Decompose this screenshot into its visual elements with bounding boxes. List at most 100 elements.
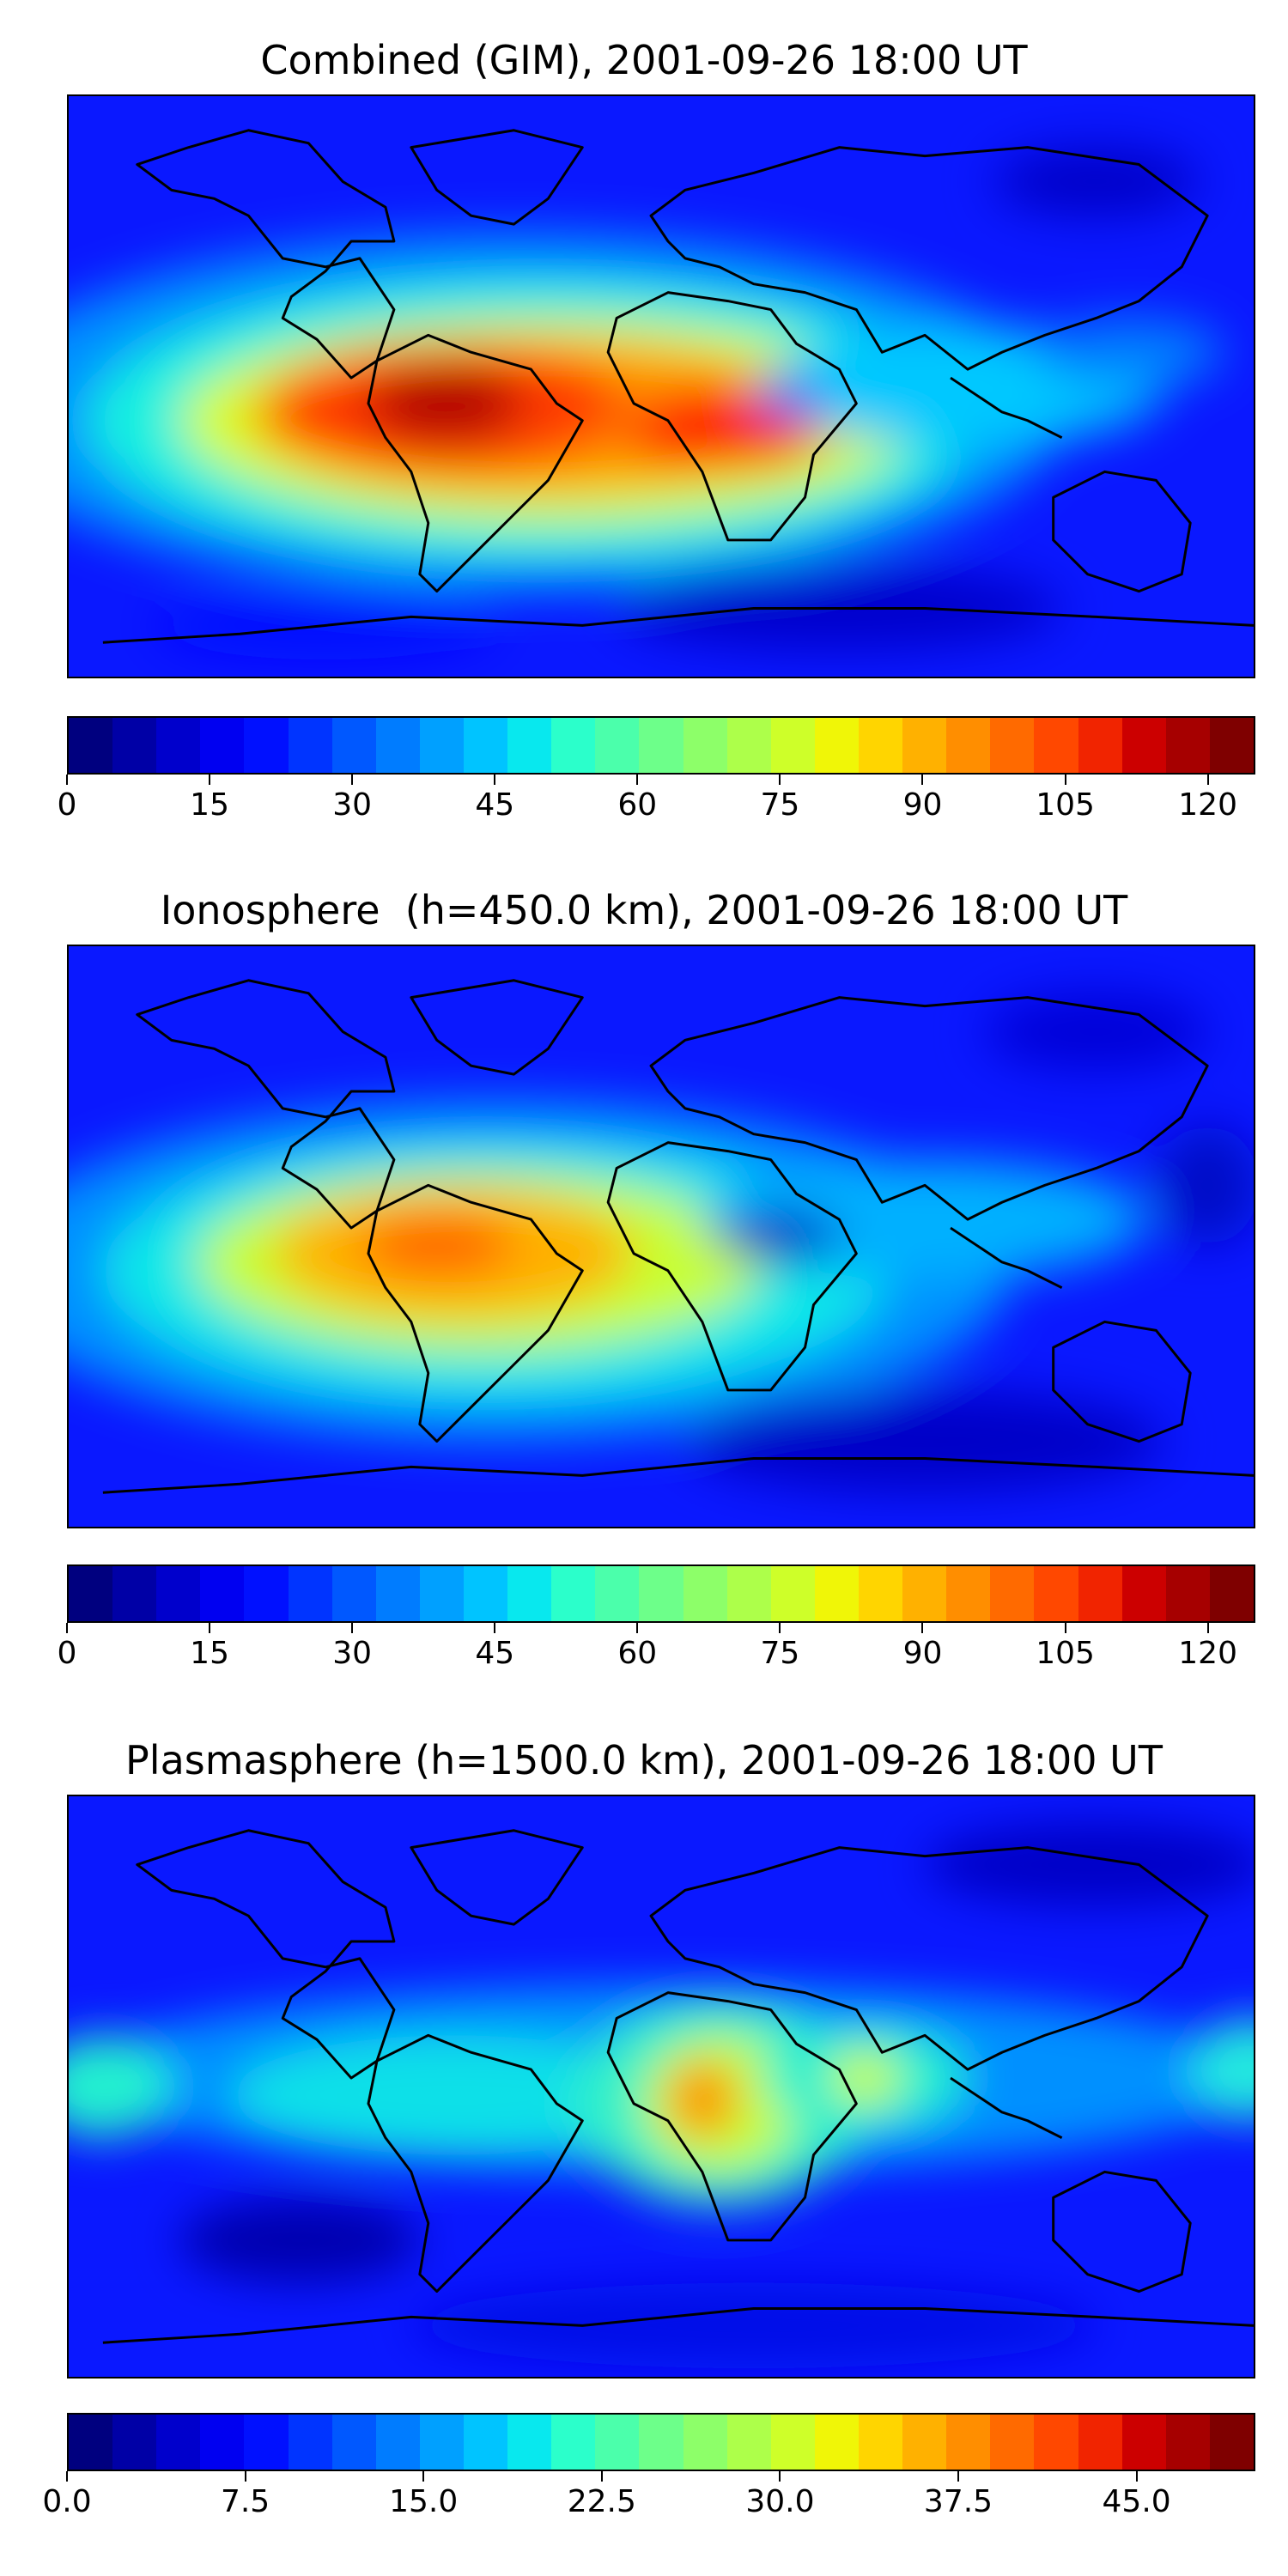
colorbar-segment: [1078, 718, 1122, 773]
colorbar-segment: [639, 718, 683, 773]
colorbar-segment: [814, 2415, 859, 2470]
colorbar-segment: [770, 718, 815, 773]
colorbar-segment: [419, 718, 464, 773]
colorbar-tick-label: 45: [475, 787, 515, 823]
colorbar-tick: [66, 775, 68, 785]
colorbar-segment: [1209, 1566, 1254, 1621]
colorbar-segment: [683, 2415, 727, 2470]
panel-2-colorbar-ticks: 0 15 30 45 60 75 90 105 120: [58, 1623, 1255, 1674]
colorbar-segment: [1078, 2415, 1122, 2470]
colorbar-tick-label: 15: [190, 787, 229, 823]
colorbar-tick-label: 45: [475, 1636, 515, 1671]
colorbar-tick: [494, 1623, 496, 1633]
colorbar-tick: [921, 775, 924, 785]
colorbar-segment: [463, 1566, 508, 1621]
colorbar-segment: [595, 1566, 640, 1621]
colorbar-segment: [1165, 1566, 1210, 1621]
colorbar-segment: [770, 2415, 815, 2470]
colorbar-tick-label: 0: [57, 1636, 77, 1671]
colorbar-segment: [1165, 718, 1210, 773]
colorbar-segment: [288, 2415, 332, 2470]
colorbar-tick: [351, 775, 354, 785]
colorbar-segment: [1121, 2415, 1166, 2470]
colorbar-segment: [990, 1566, 1035, 1621]
colorbar-segment: [1209, 718, 1254, 773]
colorbar-tick: [422, 2471, 425, 2482]
colorbar-tick-label: 120: [1178, 1636, 1237, 1671]
panel-2-colorbar: [67, 1564, 1255, 1623]
colorbar-segment: [551, 718, 596, 773]
panel-3-title: Plasmasphere (h=1500.0 km), 2001-09-26 1…: [125, 1737, 1163, 1783]
panel-1-title: Combined (GIM), 2001-09-26 18:00 UT: [260, 37, 1028, 83]
colorbar-segment: [595, 2415, 640, 2470]
colorbar-tick-label: 90: [902, 1636, 943, 1671]
colorbar-tick-label: 22.5: [567, 2484, 636, 2519]
colorbar-segment: [375, 2415, 420, 2470]
colorbar-segment: [990, 2415, 1035, 2470]
colorbar-tick: [209, 775, 211, 785]
colorbar-segment: [156, 1566, 201, 1621]
colorbar-segment: [331, 1566, 376, 1621]
colorbar-segment: [595, 718, 640, 773]
colorbar-tick-label: 0: [57, 787, 77, 823]
colorbar-tick: [209, 1623, 211, 1633]
colorbar-segment: [200, 718, 245, 773]
colorbar-tick-label: 90: [902, 787, 943, 823]
colorbar-segment: [946, 718, 991, 773]
colorbar-tick-label: 7.5: [220, 2484, 270, 2519]
panel-2-map: [67, 945, 1255, 1528]
colorbar-tick: [957, 2471, 959, 2482]
colorbar-segment: [507, 1566, 552, 1621]
colorbar-tick: [636, 775, 639, 785]
colorbar-segment: [902, 1566, 947, 1621]
colorbar-segment: [1034, 2415, 1078, 2470]
colorbar-segment: [814, 1566, 859, 1621]
colorbar-segment: [69, 2415, 113, 2470]
colorbar-tick-label: 60: [617, 1636, 658, 1671]
colorbar-tick-label: 120: [1178, 787, 1237, 823]
colorbar-segment: [112, 718, 157, 773]
colorbar-segment: [156, 718, 201, 773]
colorbar-tick-label: 105: [1036, 787, 1095, 823]
colorbar-tick: [779, 2471, 781, 2482]
colorbar-tick-label: 15: [190, 1636, 229, 1671]
colorbar-tick-label: 30.0: [745, 2484, 815, 2519]
colorbar-segment: [1078, 1566, 1122, 1621]
colorbar-segment: [244, 1566, 289, 1621]
colorbar-segment: [726, 2415, 771, 2470]
colorbar-segment: [726, 1566, 771, 1621]
colorbar-segment: [463, 718, 508, 773]
colorbar-segment: [1034, 718, 1078, 773]
colorbar-segment: [156, 2415, 201, 2470]
colorbar-segment: [375, 718, 420, 773]
colorbar-segment: [551, 2415, 596, 2470]
colorbar-tick-label: 30: [332, 787, 373, 823]
colorbar-segment: [200, 1566, 245, 1621]
colorbar-tick: [1064, 1623, 1066, 1633]
colorbar-tick-label: 75: [760, 787, 800, 823]
colorbar-segment: [683, 718, 727, 773]
colorbar-segment: [69, 718, 113, 773]
colorbar-tick: [351, 1623, 354, 1633]
colorbar-segment: [200, 2415, 245, 2470]
panel-1-map: [67, 94, 1255, 678]
colorbar-tick: [66, 1623, 68, 1633]
colorbar-tick-label: 37.5: [923, 2484, 993, 2519]
colorbar-segment: [726, 718, 771, 773]
colorbar-segment: [1121, 718, 1166, 773]
panel-3-colorbar: [67, 2413, 1255, 2471]
colorbar-segment: [1034, 1566, 1078, 1621]
colorbar-segment: [112, 1566, 157, 1621]
colorbar-tick: [779, 775, 781, 785]
colorbar-tick: [1064, 775, 1066, 785]
colorbar-segment: [902, 2415, 947, 2470]
panel-3-colorbar-ticks: 0.0 7.5 15.0 22.5 30.0 37.5 45.0: [42, 2471, 1255, 2523]
colorbar-segment: [683, 1566, 727, 1621]
colorbar-tick-label: 15.0: [389, 2484, 459, 2519]
colorbar-segment: [990, 718, 1035, 773]
colorbar-tick: [1206, 1623, 1209, 1633]
colorbar-segment: [1165, 2415, 1210, 2470]
colorbar-tick-label: 0.0: [42, 2484, 92, 2519]
colorbar-segment: [639, 2415, 683, 2470]
colorbar-segment: [419, 1566, 464, 1621]
